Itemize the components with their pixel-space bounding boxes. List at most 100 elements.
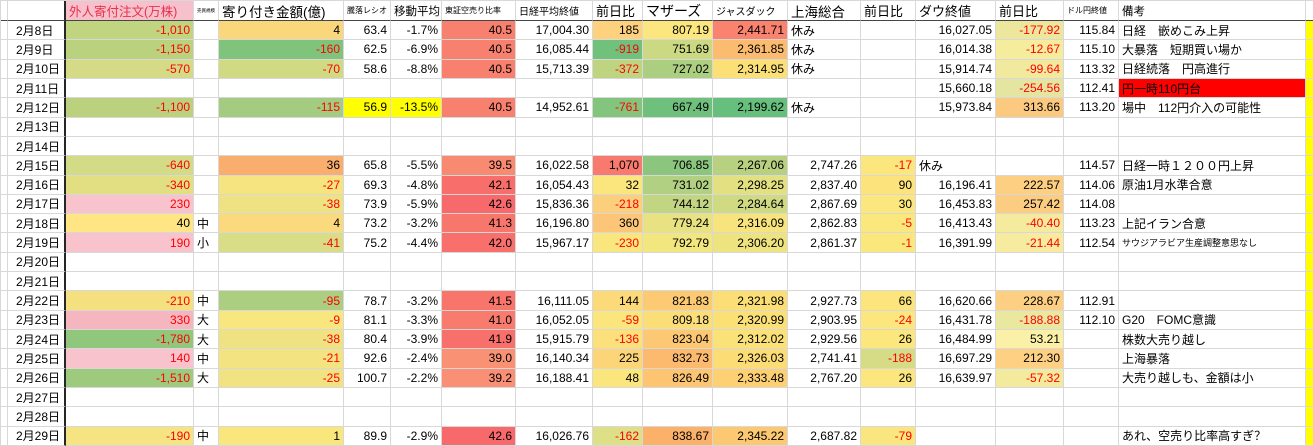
cell-r4-mothers[interactable]: 667.49 — [643, 98, 713, 118]
cell-r9-foreign[interactable]: 230 — [66, 194, 194, 215]
cell-r10-short[interactable]: 41.3 — [442, 214, 516, 234]
cell-r5-shanghai[interactable] — [788, 117, 861, 137]
cell-r5-mothers[interactable] — [643, 117, 713, 137]
cell-r21-dow[interactable] — [916, 426, 996, 446]
cell-r3-dow_chg[interactable]: -254.56 — [996, 78, 1064, 99]
cell-r17-jasdaq[interactable]: 2,326.03 — [713, 349, 788, 369]
cell-r16-sh_chg[interactable]: 26 — [861, 330, 916, 350]
cell-r13-ratio[interactable] — [344, 272, 391, 292]
cell-r3-note[interactable]: 円一時110円台 — [1119, 78, 1306, 99]
cell-r3-short[interactable] — [442, 78, 516, 99]
cell-r15-foreign[interactable]: 330 — [66, 310, 194, 330]
row-head-cell[interactable] — [1, 291, 8, 311]
cell-r1-short[interactable]: 40.5 — [442, 40, 516, 60]
cell-r17-shanghai[interactable]: 2,741.41 — [788, 349, 861, 369]
row-head-cell[interactable] — [1, 252, 8, 273]
cell-r19-jasdaq[interactable] — [713, 387, 788, 408]
cell-r18-amount[interactable]: -25 — [219, 368, 344, 388]
cell-r18-ratio[interactable]: 100.7 — [344, 368, 391, 388]
cell-r11-nk_chg[interactable]: -230 — [593, 233, 643, 253]
cell-r5-amount[interactable] — [219, 117, 344, 137]
cell-r13-jasdaq[interactable] — [713, 272, 788, 292]
cell-r10-shanghai[interactable]: 2,862.83 — [788, 214, 861, 234]
cell-r17-nikkei[interactable]: 16,140.34 — [516, 349, 593, 369]
cell-r13-dow_chg[interactable] — [996, 272, 1064, 292]
cell-r8-nikkei[interactable]: 16,054.43 — [516, 175, 593, 195]
cell-r7-date[interactable]: 2月15日 — [8, 156, 66, 176]
cell-r11-nikkei[interactable]: 15,967.17 — [516, 233, 593, 253]
cell-r0-foreign[interactable]: -1,010 — [66, 21, 194, 41]
cell-r4-dow_chg[interactable]: 313.66 — [996, 98, 1064, 118]
cell-r15-short[interactable]: 41.0 — [442, 310, 516, 330]
cell-r13-nk_chg[interactable] — [593, 272, 643, 292]
cell-r1-usdjpy[interactable]: 115.10 — [1064, 40, 1119, 60]
cell-r20-date[interactable]: 2月28日 — [8, 407, 66, 427]
cell-r1-jasdaq[interactable]: 2,361.85 — [713, 40, 788, 60]
cell-r5-dow_chg[interactable] — [996, 117, 1064, 137]
cell-r13-ma[interactable] — [391, 272, 442, 292]
cell-r7-mothers[interactable]: 706.85 — [643, 156, 713, 176]
cell-r20-short[interactable] — [442, 407, 516, 427]
cell-r10-ratio[interactable]: 73.2 — [344, 214, 391, 234]
cell-r21-jasdaq[interactable]: 2,345.22 — [713, 426, 788, 446]
cell-r11-ratio[interactable]: 75.2 — [344, 233, 391, 253]
cell-r15-shanghai[interactable]: 2,903.95 — [788, 310, 861, 330]
highlight-strip-cell[interactable] — [1306, 233, 1313, 253]
cell-r17-note[interactable]: 上海暴落 — [1119, 349, 1306, 369]
cell-r6-ma[interactable] — [391, 136, 442, 157]
cell-r14-mothers[interactable]: 821.83 — [643, 291, 713, 311]
cell-r12-usdjpy[interactable] — [1064, 252, 1119, 273]
cell-r5-usdjpy[interactable] — [1064, 117, 1119, 137]
row-head-cell[interactable] — [1, 175, 8, 195]
cell-r14-size[interactable]: 中 — [194, 291, 219, 311]
header-note[interactable]: 備考 — [1119, 1, 1306, 21]
cell-r16-amount[interactable]: -38 — [219, 330, 344, 350]
cell-r1-ratio[interactable]: 62.5 — [344, 40, 391, 60]
cell-r9-date[interactable]: 2月17日 — [8, 194, 66, 215]
cell-r12-sh_chg[interactable] — [861, 252, 916, 273]
cell-r19-note[interactable] — [1119, 387, 1306, 408]
cell-r14-nk_chg[interactable]: 144 — [593, 291, 643, 311]
cell-r5-nk_chg[interactable] — [593, 117, 643, 137]
cell-r20-jasdaq[interactable] — [713, 407, 788, 427]
cell-r12-ma[interactable] — [391, 252, 442, 273]
row-head-cell[interactable] — [1, 349, 8, 369]
cell-r15-sh_chg[interactable]: -24 — [861, 310, 916, 330]
cell-r9-dow[interactable]: 16,453.83 — [916, 194, 996, 215]
cell-r3-jasdaq[interactable] — [713, 78, 788, 99]
cell-r19-dow[interactable] — [916, 387, 996, 408]
highlight-strip-cell[interactable] — [1306, 117, 1313, 137]
cell-r0-short[interactable]: 40.5 — [442, 21, 516, 41]
cell-r17-date[interactable]: 2月25日 — [8, 349, 66, 369]
cell-r12-nikkei[interactable] — [516, 252, 593, 273]
cell-r1-shanghai[interactable]: 休み — [788, 40, 861, 60]
cell-r19-shanghai[interactable] — [788, 387, 861, 408]
cell-r18-short[interactable]: 39.2 — [442, 368, 516, 388]
cell-r8-date[interactable]: 2月16日 — [8, 175, 66, 195]
cell-r15-nikkei[interactable]: 16,052.05 — [516, 310, 593, 330]
cell-r0-ratio[interactable]: 63.4 — [344, 21, 391, 41]
cell-r14-ma[interactable]: -3.2% — [391, 291, 442, 311]
cell-r13-size[interactable] — [194, 272, 219, 292]
cell-r12-short[interactable] — [442, 252, 516, 273]
cell-r15-dow_chg[interactable]: -188.88 — [996, 310, 1064, 330]
cell-r4-nk_chg[interactable]: -761 — [593, 98, 643, 118]
cell-r1-dow_chg[interactable]: -12.67 — [996, 40, 1064, 60]
cell-r1-nikkei[interactable]: 16,085.44 — [516, 40, 593, 60]
cell-r21-usdjpy[interactable] — [1064, 426, 1119, 446]
cell-r12-shanghai[interactable] — [788, 252, 861, 273]
cell-r21-shanghai[interactable]: 2,687.82 — [788, 426, 861, 446]
cell-r10-nikkei[interactable]: 16,196.80 — [516, 214, 593, 234]
cell-r18-usdjpy[interactable] — [1064, 368, 1119, 388]
cell-r9-amount[interactable]: -38 — [219, 194, 344, 215]
cell-r11-amount[interactable]: -41 — [219, 233, 344, 253]
cell-r8-dow_chg[interactable]: 222.57 — [996, 175, 1064, 195]
cell-r0-mothers[interactable]: 807.19 — [643, 21, 713, 41]
cell-r9-shanghai[interactable]: 2,867.69 — [788, 194, 861, 215]
cell-r13-nikkei[interactable] — [516, 272, 593, 292]
cell-r18-nikkei[interactable]: 16,188.41 — [516, 368, 593, 388]
cell-r9-ratio[interactable]: 73.9 — [344, 194, 391, 215]
header-foreign[interactable]: 外人寄付注文(万株) — [66, 1, 194, 21]
cell-r19-sh_chg[interactable] — [861, 387, 916, 408]
cell-r5-short[interactable] — [442, 117, 516, 137]
